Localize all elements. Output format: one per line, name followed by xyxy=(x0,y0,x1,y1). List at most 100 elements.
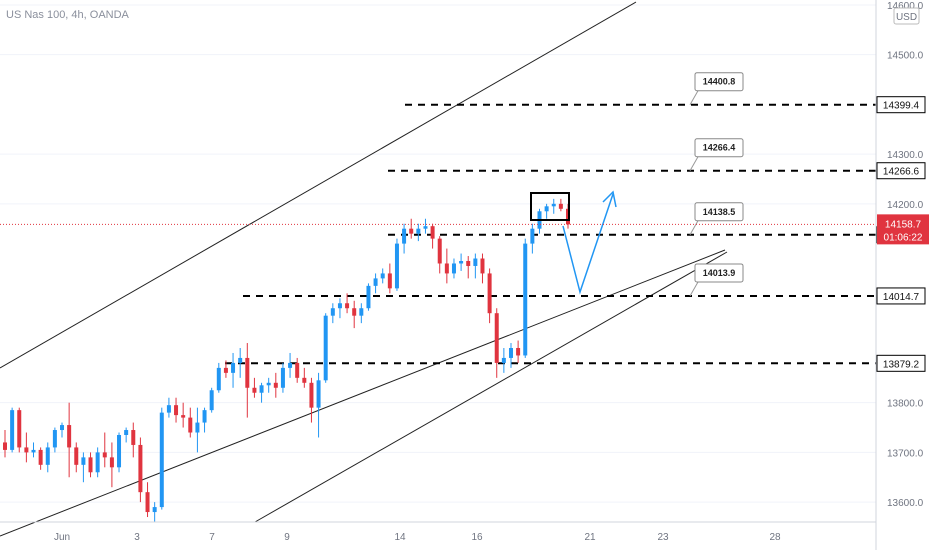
y-tick-label: 14300.0 xyxy=(887,150,924,161)
y-tick-label: 13800.0 xyxy=(887,399,924,410)
candle-body xyxy=(195,422,200,433)
candle-body xyxy=(45,447,50,465)
candle-body xyxy=(508,348,513,358)
x-tick-label: 16 xyxy=(471,532,483,543)
candle-body xyxy=(266,382,271,386)
candle-body xyxy=(451,263,456,274)
candle-body xyxy=(337,303,342,309)
annotations: 14400.8 14266.4 14138.5 14013.9 xyxy=(0,72,876,297)
x-tick-label: 7 xyxy=(209,532,215,543)
candle-body xyxy=(288,362,293,368)
candle-body xyxy=(387,273,392,289)
callout-pointer xyxy=(689,90,699,105)
candle-body xyxy=(316,380,321,408)
candle-body xyxy=(473,258,478,266)
callout-pointer xyxy=(689,220,699,235)
callout-label: 14138.5 xyxy=(703,207,736,217)
candle-body xyxy=(109,457,114,468)
candle-body xyxy=(323,315,328,381)
candle-body xyxy=(366,285,371,309)
candle-body xyxy=(430,226,435,239)
candle-body xyxy=(223,367,228,373)
candle-body xyxy=(530,228,535,244)
candle-body xyxy=(252,387,257,393)
level-price-label: 14266.6 xyxy=(883,167,920,178)
candle-body xyxy=(444,263,449,274)
candle-body xyxy=(38,449,43,465)
x-tick-label: 3 xyxy=(134,532,140,543)
candle-body xyxy=(60,425,65,431)
callout-box xyxy=(694,138,744,158)
candle-body xyxy=(302,377,307,383)
candle-body xyxy=(238,357,243,363)
candle-body xyxy=(516,348,521,356)
y-tick-label: 13600.0 xyxy=(887,498,924,509)
candle-body xyxy=(245,357,250,388)
candle-body xyxy=(352,308,357,316)
x-tick-label: 9 xyxy=(284,532,290,543)
callout-pointer xyxy=(689,156,699,171)
candle-body xyxy=(423,226,428,229)
candle-body xyxy=(188,417,193,433)
highlight-box xyxy=(530,192,570,221)
candle-body xyxy=(67,425,72,448)
currency-box xyxy=(893,7,920,25)
candle-body xyxy=(145,492,150,513)
candle-body xyxy=(402,228,407,244)
candle-body xyxy=(494,313,499,363)
candle-body xyxy=(259,385,264,393)
candle-body xyxy=(523,243,528,356)
candle-body xyxy=(52,430,57,448)
x-tick-label: 14 xyxy=(394,532,406,543)
candle-body xyxy=(131,430,136,445)
candle-body xyxy=(437,238,442,264)
candle-body xyxy=(558,203,563,209)
candle-body xyxy=(409,228,414,234)
y-tick-label: 14500.0 xyxy=(887,51,924,62)
candle-body xyxy=(309,382,314,408)
level-price-box xyxy=(876,96,926,114)
candle-body xyxy=(459,261,464,264)
y-tick-label: 13700.0 xyxy=(887,448,924,459)
y-tick-label: 14600.0 xyxy=(887,1,924,12)
countdown-label: 01:06:22 xyxy=(884,232,923,243)
callout-label: 14266.4 xyxy=(703,143,736,153)
candle-body xyxy=(24,447,29,453)
callout-pointer xyxy=(689,281,699,297)
callout-label: 14400.8 xyxy=(703,77,736,87)
last-price-box xyxy=(877,214,929,245)
projection-path xyxy=(562,193,614,295)
channel-line xyxy=(0,1,637,369)
candle-body xyxy=(181,415,186,418)
y-tick-label: 14200.0 xyxy=(887,200,924,211)
last-price-label: 14158.7 xyxy=(885,219,922,230)
x-tick-label: Jun xyxy=(54,532,70,543)
level-price-label: 14014.7 xyxy=(883,292,920,303)
candle-body xyxy=(174,405,179,416)
candle-body xyxy=(31,449,36,453)
candle-body xyxy=(159,412,164,508)
candle-body xyxy=(480,258,485,274)
candle-body xyxy=(551,203,556,207)
arrow-head xyxy=(602,190,617,208)
level-price-label: 14399.4 xyxy=(883,101,920,112)
callout-box xyxy=(694,72,744,92)
horizontal-levels xyxy=(225,103,876,365)
currency-label: USD xyxy=(896,12,917,23)
candle-body xyxy=(124,430,129,435)
candle-body xyxy=(138,444,143,493)
candles xyxy=(3,198,570,522)
level-price-box xyxy=(876,354,926,372)
channel-line xyxy=(0,249,726,537)
candle-body xyxy=(373,278,378,286)
candle-body xyxy=(295,362,300,378)
candle-body xyxy=(273,382,278,388)
candle-body xyxy=(394,243,399,289)
candle-body xyxy=(17,410,22,448)
candle-body xyxy=(202,410,207,423)
channel-line xyxy=(254,251,728,523)
candle-body xyxy=(330,308,335,316)
candle-body xyxy=(544,206,549,212)
